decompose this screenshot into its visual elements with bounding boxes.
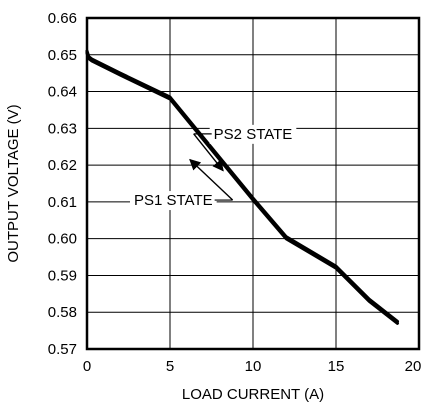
y-tick-label-8: 0.65: [48, 47, 77, 64]
plot-frame: [85, 16, 421, 351]
annotation-label-bg-1: [129, 191, 217, 211]
x-tick-label-3: 15: [328, 358, 345, 375]
annotation-arrow-0: [193, 133, 224, 172]
series-line-1: [85, 51, 399, 325]
tick-labels: 0.57 0.58 0.59 0.60 0.61 0.62 0.63 0.64 0.65 0.66…: [48, 10, 422, 375]
x-tick-label-1: 5: [166, 358, 174, 375]
y-tick-label-5: 0.62: [48, 157, 77, 174]
annotation-label-1: PS1 STATE: [134, 192, 213, 209]
x-tick-label-0: 0: [83, 358, 91, 375]
annotation-arrow-1: [189, 158, 234, 201]
y-tick-label-3: 0.60: [48, 231, 77, 248]
y-tick-label-4: 0.61: [48, 194, 77, 211]
y-tick-label-2: 0.59: [48, 267, 77, 284]
y-tick-label-1: 0.58: [48, 304, 77, 321]
annotations: PS2 STATE PS1 STATE: [129, 124, 297, 211]
x-tick-label-2: 10: [245, 358, 262, 375]
x-axis-title: LOAD CURRENT (A): [182, 386, 324, 403]
y-axis-title: OUTPUT VOLTAGE (V): [5, 104, 22, 262]
annotation-label-bg-0: [209, 124, 297, 144]
y-tick-label-9: 0.66: [48, 10, 77, 27]
y-tick-label-0: 0.57: [48, 341, 77, 358]
annotation-label-0: PS2 STATE: [214, 126, 293, 143]
x-tick-label-4: 20: [405, 358, 422, 375]
y-tick-label-6: 0.63: [48, 120, 77, 137]
y-tick-label-7: 0.64: [48, 84, 77, 101]
